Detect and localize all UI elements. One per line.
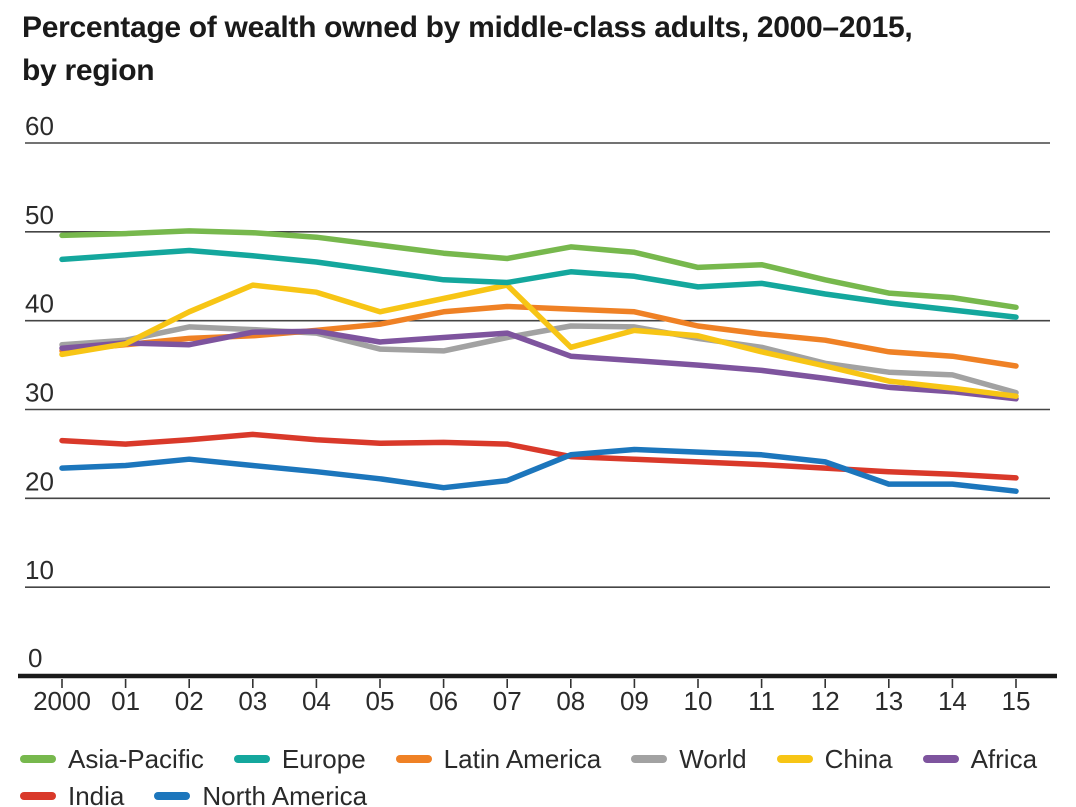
chart-title: Percentage of wealth owned by middle-cla… [22, 6, 1068, 92]
legend-item-north-america: North America [154, 781, 367, 807]
x-tick-label-03: 03 [238, 686, 267, 716]
series-line-asia-pacific [59, 228, 1019, 311]
chart-title-line1: Percentage of wealth owned by middle-cla… [22, 11, 913, 44]
x-tick-label-09: 09 [620, 686, 649, 716]
x-tick-label-05: 05 [366, 686, 395, 716]
legend-item-asia-pacific: Asia-Pacific [20, 744, 204, 774]
series-line-africa [59, 328, 1019, 402]
legend-item-latin-america: Latin America [395, 744, 602, 774]
legend-label-asia-pacific: Asia-Pacific [68, 744, 204, 774]
series-line-north-america [59, 446, 1019, 494]
legend-swatch-africa [922, 755, 959, 763]
legend-item-europe: Europe [233, 744, 366, 774]
series-line-europe [59, 247, 1019, 320]
y-tick-label-20: 20 [25, 466, 54, 496]
x-tick-label-06: 06 [429, 686, 458, 716]
legend-swatch-europe [233, 755, 270, 763]
chart-legend: Asia-Pacific Europe Latin America World Chin… [20, 744, 1064, 807]
legend-item-world: World [631, 744, 747, 774]
legend-label-latin-america: Latin America [443, 744, 602, 774]
x-tick-label-11: 11 [748, 686, 775, 716]
y-tick-label-0: 0 [28, 643, 42, 673]
y-tick-label-40: 40 [25, 289, 54, 319]
legend-swatch-india [20, 792, 56, 800]
x-tick-label-2000: 2000 [33, 686, 91, 716]
series-line-china [59, 282, 1019, 399]
legend-swatch-asia-pacific [20, 755, 56, 763]
y-tick-label-50: 50 [25, 200, 54, 230]
legend-swatch-north-america [154, 792, 191, 800]
x-tick-label-07: 07 [493, 686, 522, 716]
line-chart: 10 20 30 40 50 60 0 2000 01 02 03 04 05 06 07 08 09 10 11 1… [18, 111, 1057, 716]
x-tick-label-08: 08 [556, 686, 585, 716]
x-tick-label-13: 13 [874, 686, 903, 716]
x-tick-label-01: 01 [111, 686, 140, 716]
legend-label-world: World [679, 744, 747, 774]
series-line-world [59, 323, 1019, 396]
y-tick-label-30: 30 [25, 378, 54, 408]
legend-swatch-latin-america [395, 755, 432, 763]
x-tick-label-14: 14 [938, 686, 967, 716]
legend-swatch-world [631, 755, 668, 763]
legend-label-europe: Europe [281, 744, 366, 774]
y-tick-label-10: 10 [25, 555, 54, 585]
series-line-india [59, 431, 1019, 481]
legend-label-china: China [824, 744, 893, 774]
legend-swatch-china [776, 755, 813, 763]
x-tick-label-04: 04 [302, 686, 331, 716]
x-tick-label-02: 02 [175, 686, 204, 716]
legend-label-africa: Africa [970, 744, 1038, 774]
legend-item-africa: Africa [922, 744, 1038, 774]
legend-item-india: India [20, 781, 124, 807]
x-tick-label-15: 15 [1002, 686, 1031, 716]
legend-label-north-america: North America [202, 781, 368, 807]
legend-item-china: China [776, 744, 893, 774]
x-tick-label-10: 10 [684, 686, 713, 716]
y-tick-label-60: 60 [25, 111, 54, 141]
x-tick-label-12: 12 [811, 686, 840, 716]
legend-label-india: India [68, 781, 125, 807]
chart-title-line2: by region [22, 54, 155, 87]
